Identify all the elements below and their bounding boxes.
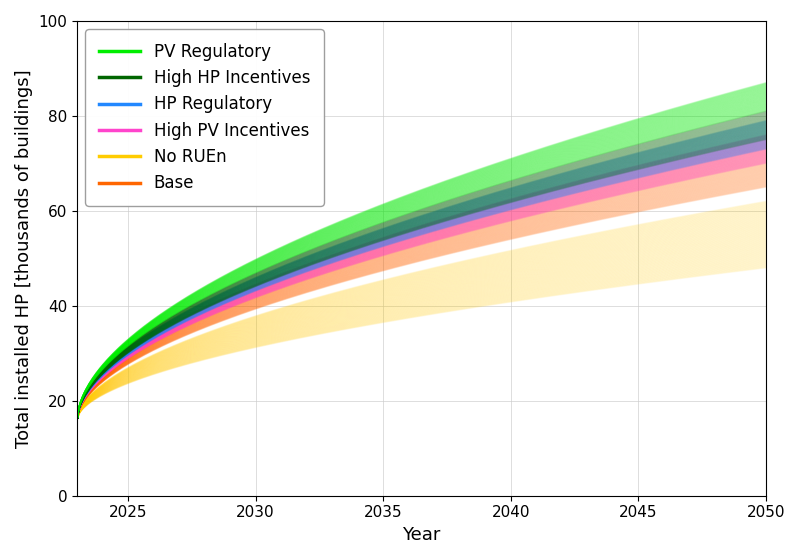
Legend: PV Regulatory, High HP Incentives, HP Regulatory, High PV Incentives, No RUEn, B: PV Regulatory, High HP Incentives, HP Re… <box>86 29 324 206</box>
X-axis label: Year: Year <box>402 526 441 544</box>
Y-axis label: Total installed HP [thousands of buildings]: Total installed HP [thousands of buildin… <box>15 69 33 448</box>
